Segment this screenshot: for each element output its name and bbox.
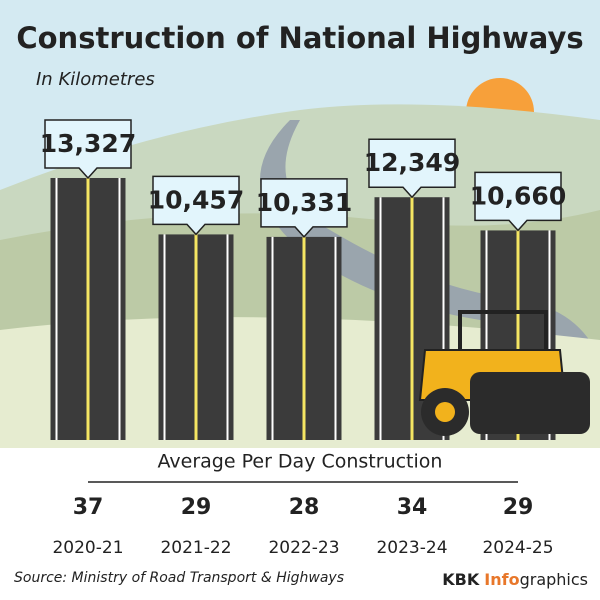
brand-part: graphics — [520, 570, 588, 589]
per-day-value: 34 — [397, 495, 428, 520]
x-tick-label: 2024-25 — [482, 538, 553, 558]
value-label: 10,331 — [256, 188, 352, 217]
subtitle: In Kilometres — [36, 69, 155, 90]
x-tick-label: 2022-23 — [268, 538, 339, 558]
callout — [152, 175, 240, 236]
value-label: 13,327 — [40, 129, 136, 158]
callout — [368, 138, 456, 199]
brand: KBK Infographics — [442, 570, 588, 589]
footer-bg — [0, 448, 600, 600]
per-day-value: 28 — [289, 495, 320, 520]
value-label: 10,660 — [470, 181, 566, 210]
road-roller — [418, 310, 590, 436]
per-day-value: 37 — [73, 495, 104, 520]
callout — [474, 171, 562, 232]
chart-title: Construction of National Highways — [16, 21, 583, 55]
x-tick-label: 2021-22 — [160, 538, 231, 558]
source: Source: Ministry of Road Transport & Hig… — [14, 570, 344, 586]
callout — [260, 178, 348, 239]
value-label: 12,349 — [364, 148, 460, 177]
brand-part: Info — [484, 570, 519, 589]
value-label: 10,457 — [148, 185, 244, 214]
x-tick-label: 2020-21 — [52, 538, 123, 558]
callout — [44, 119, 132, 180]
per-day-value: 29 — [503, 495, 534, 520]
brand-part: KBK — [442, 570, 480, 589]
per-day-value: 29 — [181, 495, 212, 520]
per-day-label: Average Per Day Construction — [158, 451, 443, 473]
x-tick-label: 2023-24 — [376, 538, 447, 558]
